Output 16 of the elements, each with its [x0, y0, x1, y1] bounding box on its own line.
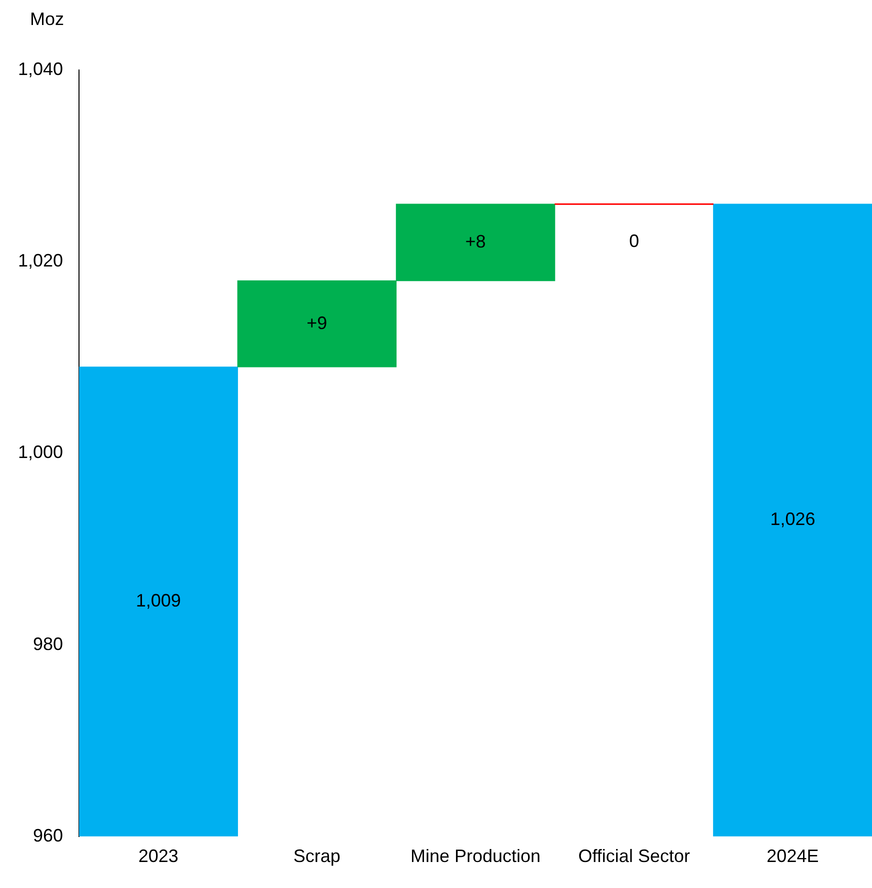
- y-tick-label: 960: [32, 825, 64, 846]
- data-label: 1,009: [136, 590, 181, 611]
- y-tick-label: 980: [32, 634, 64, 654]
- x-tick-label: 2024E: [766, 846, 819, 866]
- data-label: +8: [465, 231, 486, 252]
- y-tick-label: 1,020: [18, 250, 64, 271]
- x-tick-label: Official Sector: [578, 846, 690, 866]
- x-tick-label: Mine Production: [410, 846, 541, 866]
- data-label: 1,026: [770, 509, 816, 530]
- x-tick-label: 2023: [138, 846, 178, 866]
- y-tick-label: 1,040: [18, 58, 64, 79]
- data-label: 0: [629, 231, 640, 252]
- data-label: +9: [306, 312, 328, 333]
- y-tick-label: 1,000: [18, 442, 64, 462]
- x-tick-label: Scrap: [293, 846, 340, 866]
- y-axis-title: Moz: [30, 8, 64, 29]
